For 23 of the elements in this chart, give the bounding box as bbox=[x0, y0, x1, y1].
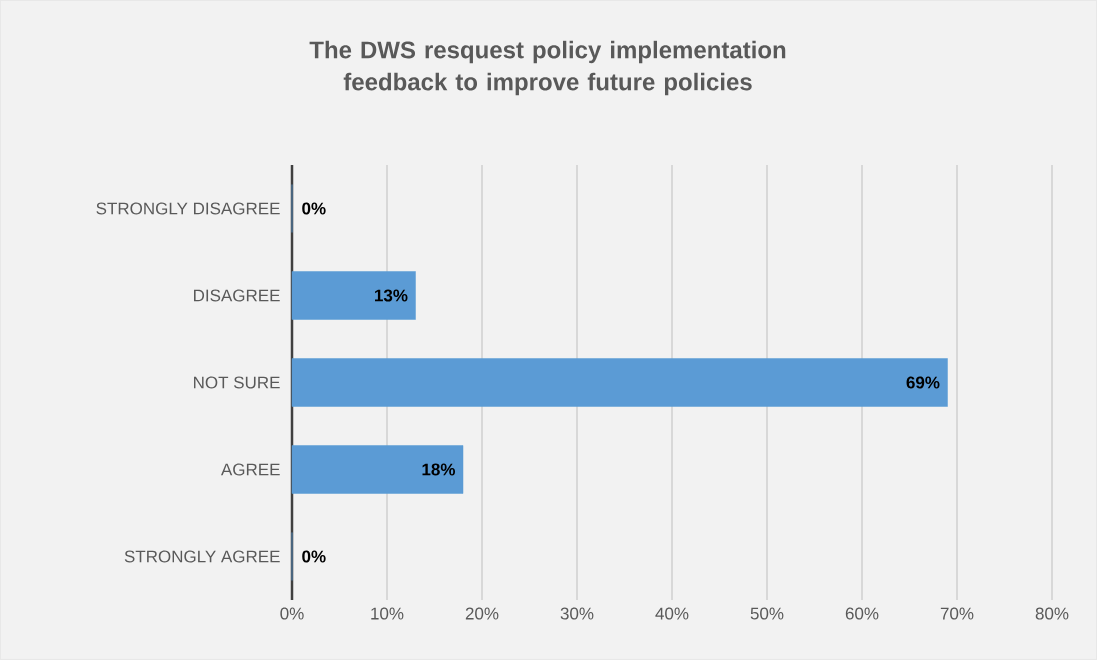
bar bbox=[291, 271, 416, 320]
bar bbox=[291, 358, 948, 407]
x-tick-label: 20% bbox=[465, 607, 499, 620]
data-label: 0% bbox=[302, 202, 326, 215]
y-tick-label: DISAGREE bbox=[194, 289, 280, 302]
x-tick-label: 70% bbox=[940, 607, 974, 620]
x-tick-label: 60% bbox=[845, 607, 879, 620]
data-label: 69% bbox=[906, 376, 940, 389]
y-tick-label: NOT SURE bbox=[194, 376, 280, 389]
y-tick-label: STRONGLY DISAGREE bbox=[96, 202, 280, 215]
data-label: 18% bbox=[422, 463, 456, 476]
x-tick-label: 0% bbox=[280, 607, 304, 620]
x-tick-label: 40% bbox=[655, 607, 689, 620]
x-tick-label: 10% bbox=[371, 607, 404, 620]
x-tick-label: 30% bbox=[560, 607, 594, 620]
bar bbox=[291, 445, 464, 494]
data-label: 0% bbox=[302, 550, 326, 563]
x-tick-label: 50% bbox=[750, 607, 784, 620]
y-tick-label: STRONGLY AGREE bbox=[124, 550, 280, 563]
chart-title: The DWS resquest policy implementation feedback to improve future policies bbox=[309, 40, 786, 96]
data-label: 13% bbox=[375, 289, 408, 302]
x-tick-label: 80% bbox=[1035, 607, 1069, 620]
y-tick-label: AGREE bbox=[220, 463, 280, 476]
